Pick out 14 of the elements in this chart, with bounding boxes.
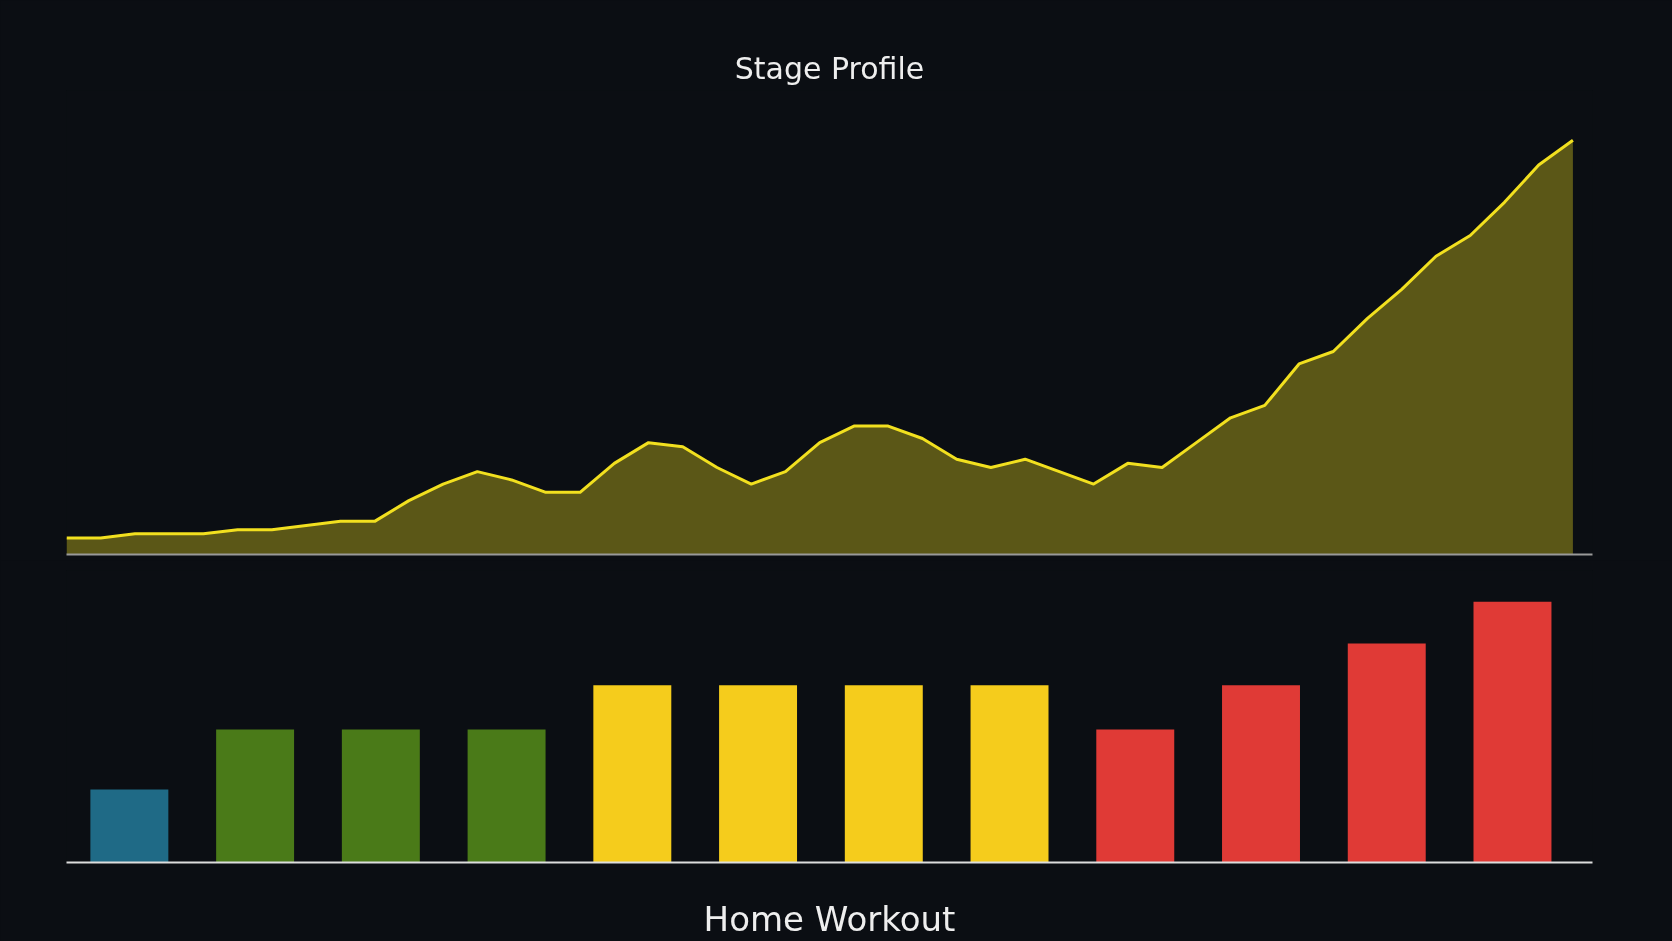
bar — [970, 685, 1049, 863]
bar — [844, 685, 923, 863]
bar — [467, 729, 546, 863]
chart-title: Stage Profile — [734, 50, 925, 86]
bar — [719, 685, 798, 863]
bar — [1347, 643, 1426, 863]
bar — [90, 789, 169, 863]
bar — [593, 685, 672, 863]
bar — [216, 729, 295, 863]
bar — [1222, 685, 1300, 863]
bar — [1473, 601, 1552, 863]
bar — [341, 729, 420, 863]
bar — [1096, 729, 1175, 863]
x-axis-title: Home Workout — [703, 898, 956, 939]
